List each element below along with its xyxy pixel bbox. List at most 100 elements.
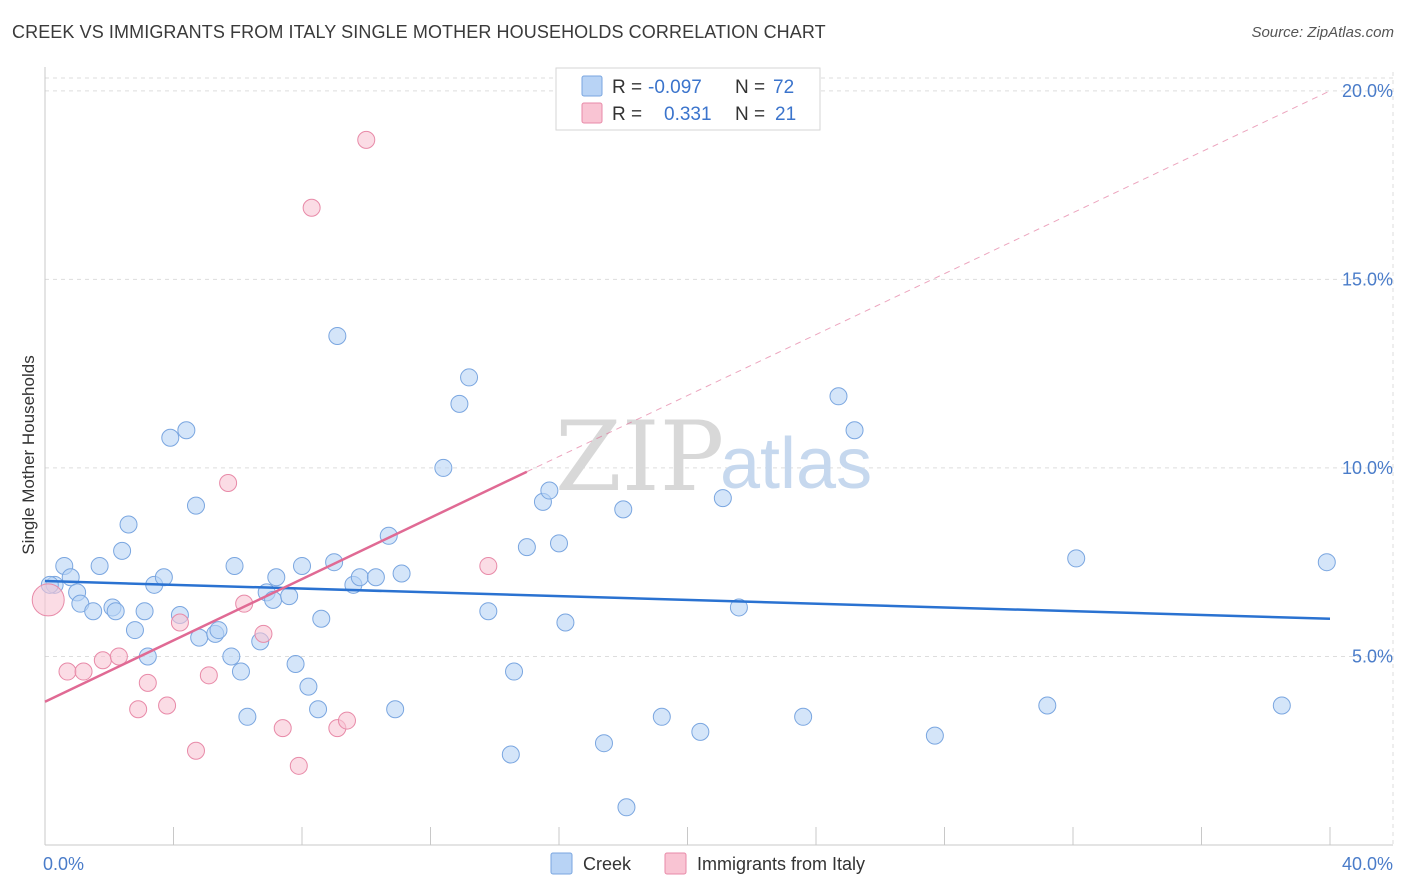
creek-point (328, 326, 347, 345)
creek-point (222, 647, 241, 666)
creek-point (1317, 553, 1336, 572)
italy-point (254, 624, 273, 643)
axes (44, 67, 1393, 846)
italy-point (289, 756, 308, 775)
x-tick-label-min: 0.0% (43, 854, 84, 874)
creek-point (617, 798, 636, 817)
creek-point (652, 707, 671, 726)
creek-point (386, 700, 405, 719)
creek-point (713, 489, 732, 508)
creek-point (84, 602, 103, 621)
italy-point (479, 556, 498, 575)
grid (45, 72, 1394, 845)
creek-point (794, 707, 813, 726)
creek-point (286, 655, 305, 674)
creek-point (309, 700, 328, 719)
chart-title: CREEK VS IMMIGRANTS FROM ITALY SINGLE MO… (12, 22, 826, 42)
trend-lines (526, 90, 1331, 473)
source-label: Source: ZipAtlas.com (1251, 24, 1394, 41)
creek-point (125, 621, 144, 640)
italy-point (93, 651, 112, 670)
legend-italy-r-label: R = (612, 104, 642, 125)
creek-point (845, 421, 864, 440)
creek-point (460, 368, 479, 387)
creek-point (113, 541, 132, 560)
creek-point (392, 564, 411, 583)
creek-point (161, 428, 180, 447)
creek-point (1272, 696, 1291, 715)
legend-italy-n-label: N = (735, 104, 765, 125)
y-axis-label: Single Mother Households (19, 355, 38, 554)
creek-point (90, 556, 109, 575)
legend-creek-r-value: -0.097 (648, 77, 702, 98)
creek-point (540, 481, 559, 500)
italy-point (170, 613, 189, 632)
legend-creek-n-label: N = (735, 77, 765, 98)
creek-point (119, 515, 138, 534)
creek-point (594, 734, 613, 753)
creek-point (614, 500, 633, 519)
italy-point (199, 666, 218, 685)
legend-italy-swatch (581, 102, 603, 124)
legend-top: R = -0.097 N = 72 R = 0.331 N = 21 (555, 67, 821, 131)
creek-point (231, 662, 250, 681)
legend-italy-r-value: 0.331 (664, 104, 712, 125)
italy-points (31, 130, 1331, 775)
x-tick-label-max: 40.0% (1342, 854, 1393, 874)
creek-point (556, 613, 575, 632)
italy-point (31, 583, 65, 617)
legend-bottom-italy-label: Immigrants from Italy (697, 854, 865, 874)
y-tick-label: 10.0% (1342, 458, 1393, 478)
italy-point (109, 647, 128, 666)
creek-point (450, 394, 469, 413)
legend-bottom: Creek Immigrants from Italy (550, 852, 865, 875)
creek-point (280, 587, 299, 606)
creek-point (501, 745, 520, 764)
y-tick-label: 15.0% (1342, 269, 1393, 289)
creek-point (186, 496, 205, 515)
creek-point (61, 568, 80, 587)
watermark-atlas: atlas (720, 424, 872, 504)
legend-creek-swatch (581, 75, 603, 97)
creek-point (829, 387, 848, 406)
y-tick-label: 5.0% (1352, 646, 1393, 666)
y-tick-label: 20.0% (1342, 81, 1393, 101)
creek-point (366, 568, 385, 587)
creek-point (517, 538, 536, 557)
legend-italy-n-value: 21 (775, 104, 796, 125)
creek-point (729, 598, 748, 617)
italy-trend-extension (526, 90, 1331, 473)
creek-point (1067, 549, 1086, 568)
creek-point (299, 677, 318, 696)
creek-points (40, 326, 1336, 817)
creek-point (209, 621, 228, 640)
creek-point (505, 662, 524, 681)
italy-trend-line (44, 470, 528, 703)
watermark: ZIP atlas (555, 401, 872, 513)
creek-point (177, 421, 196, 440)
italy-point (158, 696, 177, 715)
watermark-zip: ZIP (555, 401, 724, 513)
creek-trend-line (44, 579, 1331, 621)
creek-point (550, 534, 568, 553)
creek-point (479, 602, 498, 621)
creek-point (691, 722, 710, 741)
y-tick-labels: 5.0% 10.0% 15.0% 20.0% (1342, 81, 1393, 667)
legend-creek-n-value: 72 (773, 77, 794, 98)
italy-point (219, 474, 238, 493)
italy-point (357, 130, 376, 149)
creek-point (1038, 696, 1057, 715)
creek-point (312, 609, 331, 628)
creek-point (135, 602, 154, 621)
creek-point (293, 556, 311, 575)
italy-point (273, 719, 292, 738)
creek-point (267, 568, 286, 587)
italy-point (129, 700, 148, 719)
legend-bottom-creek-swatch (550, 852, 573, 875)
creek-point (925, 726, 944, 745)
italy-point (302, 198, 321, 217)
italy-point (58, 662, 77, 681)
creek-point (225, 556, 244, 575)
legend-bottom-creek-label: Creek (583, 854, 632, 874)
